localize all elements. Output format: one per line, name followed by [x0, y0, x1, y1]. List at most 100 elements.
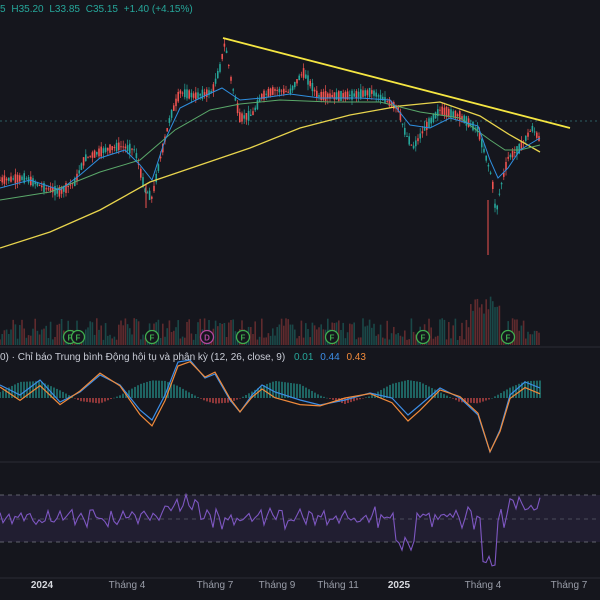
- low-value: L33.85: [49, 4, 80, 15]
- candle-body: [190, 92, 193, 98]
- event-marker-icon: [199, 329, 215, 345]
- volume-bar: [373, 323, 375, 345]
- volume-bar: [27, 335, 30, 345]
- candle-body: [518, 143, 520, 154]
- candle-body: [472, 121, 474, 131]
- candle-body: [355, 91, 358, 99]
- candle-body: [120, 146, 122, 148]
- candle-body: [267, 88, 270, 98]
- candle-body: [274, 89, 276, 91]
- ohlc-header: 5 H35.20 L33.85 C35.15 +1.40 (+4.15%): [0, 4, 196, 15]
- candle-body: [100, 146, 102, 157]
- candle-body: [166, 128, 168, 132]
- volume-bar: [10, 329, 12, 345]
- candle-body: [476, 126, 479, 133]
- candle-body: [36, 182, 39, 186]
- candle-body: [65, 183, 67, 193]
- candle-body: [307, 75, 309, 85]
- macd-hist-bar: [170, 383, 172, 398]
- candle-body: [412, 145, 415, 149]
- macd-hist-bar: [56, 388, 58, 398]
- volume-bar: [401, 336, 404, 345]
- candle-body: [368, 87, 371, 97]
- volume-bar: [56, 324, 58, 345]
- volume-bar: [432, 338, 435, 345]
- candle-body: [511, 150, 514, 158]
- candle-body: [122, 146, 124, 148]
- candle-body: [27, 177, 30, 183]
- trendline[interactable]: [222, 37, 571, 129]
- candle-body: [318, 95, 320, 97]
- volume-bar: [355, 339, 358, 345]
- macd-hist-bar: [314, 392, 316, 398]
- volume-bar: [54, 336, 56, 345]
- volume-bar: [157, 319, 160, 345]
- candle-body: [296, 79, 298, 84]
- macd-hist-bar: [515, 385, 517, 398]
- volume-bar: [294, 329, 296, 345]
- volume-bar: [357, 337, 360, 345]
- volume-bar: [498, 305, 501, 345]
- macd-histogram-value: 0.01: [293, 352, 314, 363]
- volume-bar: [232, 319, 234, 345]
- volume-bar: [520, 325, 523, 345]
- volume-bar: [122, 325, 124, 345]
- event-marker-icon: [500, 329, 516, 345]
- candle-body: [428, 118, 430, 129]
- event-marker-icon: [70, 329, 86, 345]
- macd-hist-bar: [470, 398, 472, 403]
- volume-bar: [126, 324, 129, 345]
- candle-body: [113, 146, 116, 149]
- volume-bar: [100, 325, 102, 345]
- macd-hist-bar: [428, 386, 430, 398]
- macd-hist-bar: [182, 388, 184, 398]
- volume-bar: [489, 296, 492, 345]
- volume-bar: [362, 318, 364, 345]
- volume-bar: [538, 332, 540, 345]
- macd-legend[interactable]: 0) · Chỉ báo Trung bình Động hội tụ và p…: [0, 352, 366, 363]
- candle-body: [331, 94, 333, 98]
- macd-hist-bar: [329, 398, 331, 399]
- candle-body: [313, 89, 316, 92]
- candle-body: [247, 110, 250, 121]
- candle-body: [234, 97, 237, 101]
- macd-hist-bar: [380, 389, 382, 398]
- candle-body: [236, 103, 239, 114]
- candle-body: [474, 127, 476, 129]
- volume-bar: [8, 333, 10, 345]
- xaxis-label: Tháng 11: [317, 580, 359, 591]
- macd-hist-bar: [437, 391, 439, 398]
- candle-body: [25, 178, 28, 180]
- candle-body: [492, 181, 494, 189]
- high-value: H35.20: [11, 4, 44, 15]
- macd-hist-bar: [203, 398, 205, 401]
- volume-bar: [219, 322, 221, 345]
- volume-bar: [340, 329, 342, 345]
- candle-body: [375, 92, 377, 97]
- volume-bar: [175, 327, 177, 345]
- volume-bar: [23, 328, 25, 345]
- xaxis-label: Tháng 7: [550, 580, 588, 591]
- volume-bar: [49, 321, 52, 345]
- volume-bar: [38, 334, 41, 345]
- volume-bar: [0, 339, 1, 345]
- candle-body: [208, 90, 210, 96]
- macd-hist-bar: [356, 398, 358, 401]
- volume-bar: [179, 338, 182, 345]
- candle-body: [360, 89, 362, 99]
- candle-body: [320, 91, 322, 101]
- macd-hist-bar: [266, 383, 268, 398]
- macd-hist-bar: [17, 382, 19, 398]
- candle-body: [311, 82, 314, 92]
- macd-hist-bar: [278, 381, 280, 398]
- candle-body: [199, 93, 201, 96]
- candle-body: [531, 125, 534, 132]
- time-axis[interactable]: 2024 Tháng 4 Tháng 7 Tháng 9 Tháng 11 20…: [0, 580, 600, 600]
- volume-bar: [159, 337, 162, 345]
- ma-fast-line: [0, 87, 541, 191]
- volume-bar: [395, 334, 397, 345]
- candle-body: [503, 172, 505, 177]
- macd-hist-bar: [281, 381, 283, 398]
- candle-body: [529, 130, 531, 132]
- volume-bar: [137, 321, 140, 345]
